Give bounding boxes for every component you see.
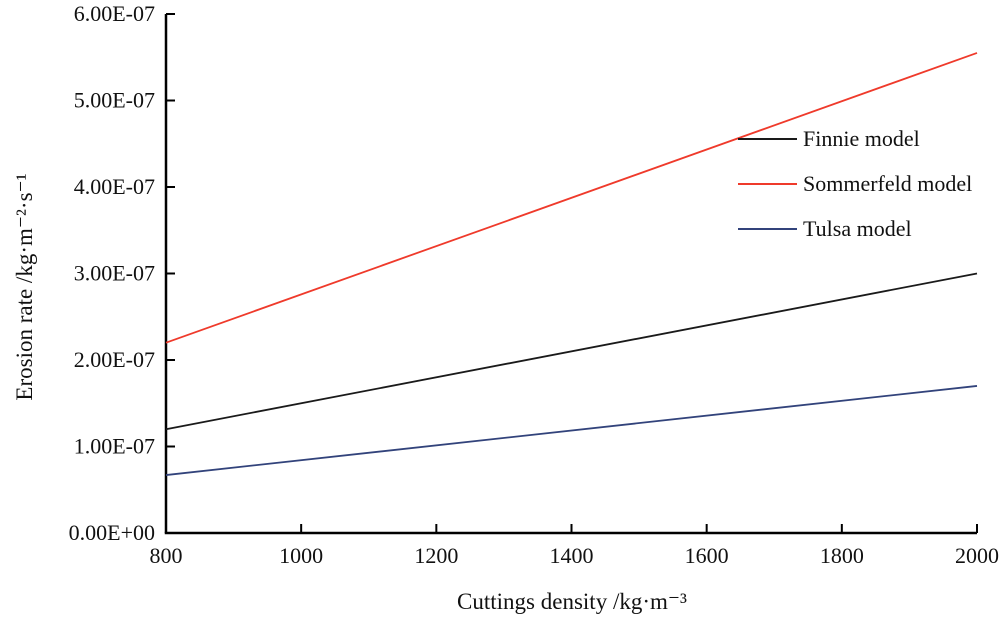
legend-line-swatch bbox=[738, 182, 797, 185]
legend-label: Finnie model bbox=[803, 125, 920, 151]
y-tick-label: 1.00E-07 bbox=[74, 434, 155, 459]
legend-item: Sommerfeld model bbox=[738, 161, 972, 206]
legend-label: Tulsa model bbox=[803, 215, 912, 241]
legend-line-swatch bbox=[738, 227, 797, 230]
y-tick-label: 5.00E-07 bbox=[74, 88, 155, 113]
x-tick-label: 800 bbox=[150, 543, 183, 568]
x-tick-label: 1800 bbox=[820, 543, 864, 568]
y-tick-label: 3.00E-07 bbox=[74, 261, 155, 286]
x-tick-label: 1200 bbox=[414, 543, 458, 568]
y-tick-label: 0.00E+00 bbox=[69, 520, 155, 545]
x-tick-label: 1400 bbox=[550, 543, 594, 568]
x-tick-label: 1600 bbox=[685, 543, 729, 568]
y-tick-label: 6.00E-07 bbox=[74, 1, 155, 26]
series-line-sommerfeld-model bbox=[165, 52, 978, 344]
y-tick-label: 2.00E-07 bbox=[74, 347, 155, 372]
y-tick-label: 4.00E-07 bbox=[74, 174, 155, 199]
legend-line-swatch bbox=[738, 137, 797, 140]
x-tick-label: 2000 bbox=[955, 543, 999, 568]
x-tick-label: 1000 bbox=[279, 543, 323, 568]
legend-item: Finnie model bbox=[738, 116, 972, 161]
y-axis-title: Erosion rate /kg·m⁻²·s⁻¹ bbox=[12, 173, 37, 401]
legend-item: Tulsa model bbox=[738, 206, 972, 251]
series-line-finnie-model bbox=[165, 272, 978, 431]
legend: Finnie model Sommerfeld model Tulsa model bbox=[738, 116, 972, 251]
series-line-tulsa-model bbox=[165, 385, 978, 476]
legend-label: Sommerfeld model bbox=[803, 170, 973, 196]
x-axis-title: Cuttings density /kg·m⁻³ bbox=[457, 589, 687, 614]
